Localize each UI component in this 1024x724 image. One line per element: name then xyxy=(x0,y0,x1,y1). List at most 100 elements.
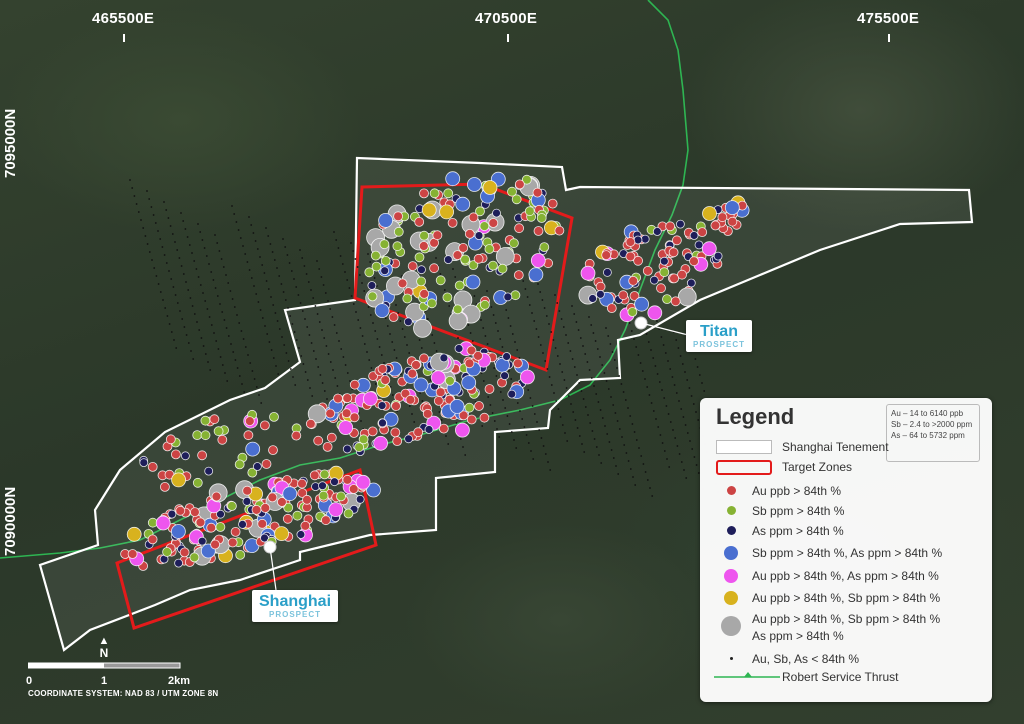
sample-point-as[interactable] xyxy=(439,353,449,363)
sample-point-sb[interactable] xyxy=(662,294,672,305)
sample-point-sb[interactable] xyxy=(336,491,346,502)
sample-point-au-as[interactable] xyxy=(373,435,389,451)
sample-point-au-as[interactable] xyxy=(355,474,371,490)
sample-point-au[interactable] xyxy=(629,291,640,301)
sample-point-as[interactable] xyxy=(640,234,650,244)
sample-point-au[interactable] xyxy=(533,226,544,236)
sample-point-au[interactable] xyxy=(419,288,430,299)
sample-point-as[interactable] xyxy=(676,219,685,229)
sample-point-as[interactable] xyxy=(474,231,484,241)
sample-point-au[interactable] xyxy=(367,426,378,437)
sample-point-sb[interactable] xyxy=(442,292,453,303)
sample-point-as[interactable] xyxy=(238,520,247,529)
sample-point-sb[interactable] xyxy=(539,242,550,253)
sample-point-au[interactable] xyxy=(397,278,408,289)
sample-point-sb[interactable] xyxy=(318,490,329,501)
sample-point-au[interactable] xyxy=(532,187,543,198)
sample-point-sb[interactable] xyxy=(452,304,463,315)
sample-point-au[interactable] xyxy=(554,225,565,236)
sample-point-sb[interactable] xyxy=(479,221,490,232)
sample-point-au[interactable] xyxy=(147,461,158,472)
sample-point-all[interactable] xyxy=(413,318,432,338)
sample-point-au[interactable] xyxy=(268,445,278,456)
sample-point-au[interactable] xyxy=(484,384,495,394)
sample-point-sb[interactable] xyxy=(215,522,226,532)
sample-point-au-as[interactable] xyxy=(520,369,535,385)
sample-point-as[interactable] xyxy=(649,275,659,285)
sample-point-all[interactable] xyxy=(677,287,697,307)
sample-point-au[interactable] xyxy=(206,522,217,533)
sample-point-sb-as[interactable] xyxy=(413,377,429,393)
sample-point-as[interactable] xyxy=(652,227,662,236)
sample-point-au[interactable] xyxy=(230,527,241,537)
sample-point-sb[interactable] xyxy=(343,508,354,519)
sample-point-au[interactable] xyxy=(209,414,220,425)
sample-point-sb[interactable] xyxy=(213,426,224,437)
sample-point-au[interactable] xyxy=(665,221,675,232)
sample-point-sb[interactable] xyxy=(488,260,498,271)
sample-point-as[interactable] xyxy=(318,481,327,491)
sample-point-au[interactable] xyxy=(392,436,403,447)
sample-point-sb[interactable] xyxy=(189,552,200,563)
sample-point-sb[interactable] xyxy=(371,261,382,272)
sample-point-as[interactable] xyxy=(174,558,184,568)
sample-point-au[interactable] xyxy=(260,503,271,513)
sample-point-sb[interactable] xyxy=(247,467,258,478)
sample-point-sb[interactable] xyxy=(426,298,437,309)
sample-point-au[interactable] xyxy=(291,430,302,441)
sample-point-au[interactable] xyxy=(405,394,416,405)
sample-point-au-as[interactable] xyxy=(647,305,663,321)
sample-point-au[interactable] xyxy=(217,434,228,445)
sample-point-as[interactable] xyxy=(588,294,597,303)
sample-point-sb[interactable] xyxy=(416,276,427,287)
sample-point-au[interactable] xyxy=(479,412,490,423)
sample-point-as[interactable] xyxy=(377,401,387,411)
sample-point-au[interactable] xyxy=(464,228,475,239)
sample-point-sb[interactable] xyxy=(367,291,378,302)
sample-point-au-as[interactable] xyxy=(362,391,378,407)
sample-point-au-sb[interactable] xyxy=(421,202,437,218)
sample-point-au[interactable] xyxy=(697,227,708,238)
sample-point-as[interactable] xyxy=(296,530,306,539)
sample-point-as[interactable] xyxy=(500,371,510,381)
sample-point-as[interactable] xyxy=(403,317,413,327)
sample-point-au[interactable] xyxy=(243,430,254,441)
sample-point-au[interactable] xyxy=(625,251,636,262)
sample-point-sb-as[interactable] xyxy=(466,177,482,192)
sample-point-au-as[interactable] xyxy=(155,515,171,531)
sample-point-au[interactable] xyxy=(244,416,255,427)
sample-point-au[interactable] xyxy=(669,273,679,284)
sample-point-sb[interactable] xyxy=(319,469,330,480)
sample-point-au[interactable] xyxy=(413,427,424,438)
sample-point-as[interactable] xyxy=(380,266,390,276)
sample-point-au[interactable] xyxy=(452,250,463,261)
sample-point-au[interactable] xyxy=(429,263,440,274)
sample-point-sb-as[interactable] xyxy=(245,441,261,457)
sample-point-sb[interactable] xyxy=(510,290,521,301)
sample-point-sb[interactable] xyxy=(429,188,440,199)
sample-point-all[interactable] xyxy=(448,311,468,331)
sample-point-au[interactable] xyxy=(305,418,316,429)
sample-point-au[interactable] xyxy=(257,518,268,529)
sample-point-sb[interactable] xyxy=(234,459,245,470)
sample-point-sb[interactable] xyxy=(393,226,404,237)
sample-point-as[interactable] xyxy=(689,231,699,240)
sample-point-sb[interactable] xyxy=(475,206,485,217)
sample-point-sb[interactable] xyxy=(364,267,375,278)
sample-point-as[interactable] xyxy=(367,281,377,290)
sample-point-au[interactable] xyxy=(670,296,681,307)
sample-point-as[interactable] xyxy=(424,425,434,434)
sample-point-au[interactable] xyxy=(393,211,404,222)
sample-point-au[interactable] xyxy=(513,358,523,369)
sample-point-au[interactable] xyxy=(618,290,629,301)
sample-point-au[interactable] xyxy=(302,494,312,505)
sample-point-au-sb[interactable] xyxy=(171,472,187,488)
sample-point-au-as[interactable] xyxy=(454,422,470,438)
sample-point-au-as[interactable] xyxy=(701,241,717,257)
sample-point-au[interactable] xyxy=(342,474,353,485)
sample-point-sb[interactable] xyxy=(444,375,455,386)
sample-point-sb[interactable] xyxy=(468,260,479,271)
sample-point-sb[interactable] xyxy=(379,239,390,250)
sample-point-as[interactable] xyxy=(713,251,723,261)
